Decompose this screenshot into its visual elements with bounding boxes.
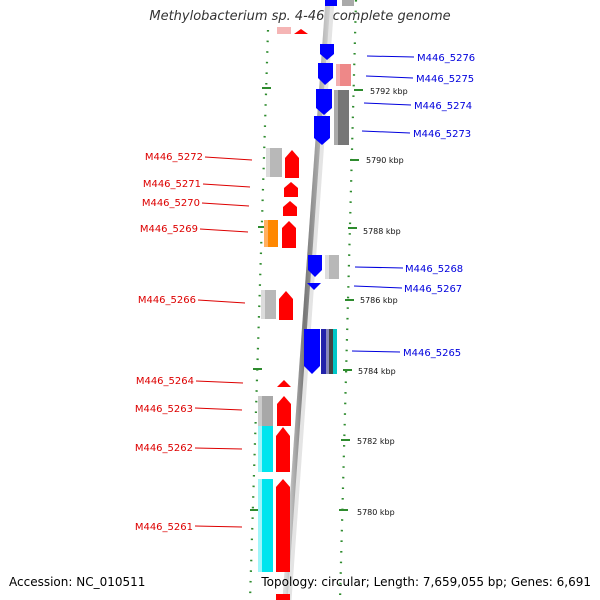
gene-arrow-m446-5267 <box>307 283 321 290</box>
gene-block <box>342 0 354 6</box>
leader-line <box>199 228 249 233</box>
leader-line <box>363 102 412 106</box>
gene-label: M446_5269 <box>140 224 198 235</box>
leader-line <box>195 380 244 384</box>
gene-labels-reverse: M446_5276 M446_5275 M446_5274 M446_5273 … <box>403 53 475 359</box>
gene-labels-forward: M446_5272 M446_5271 M446_5270 M446_5269 … <box>135 152 203 533</box>
gene-arrow-m446-5261 <box>276 479 290 572</box>
accession-text: Accession: NC_010511 <box>9 575 146 589</box>
gene-block-highlight <box>258 479 262 572</box>
gene-block <box>277 27 291 34</box>
gene-block <box>276 594 290 600</box>
gene-arrow-m446-5273 <box>314 116 330 145</box>
gene-block-highlight <box>334 90 338 145</box>
ruler-label: 5786 kbp <box>360 296 398 305</box>
ruler-labels: 5792 kbp 5790 kbp 5788 kbp 5786 kbp 5784… <box>357 87 408 517</box>
gene-label: M446_5270 <box>142 198 200 209</box>
gene-arrow-m446-5269 <box>282 221 296 248</box>
gene-block <box>333 329 337 374</box>
ruler-label: 5792 kbp <box>370 87 408 96</box>
gene-arrow-m446-5274 <box>316 89 332 115</box>
leader-line <box>194 525 243 528</box>
ruler-label: 5788 kbp <box>363 227 401 236</box>
gene-block <box>325 0 337 6</box>
gene-arrow-m446-5275 <box>318 63 333 85</box>
gene-block <box>329 329 333 374</box>
label-leader-lines <box>194 55 415 528</box>
gene-label: M446_5275 <box>416 74 474 85</box>
gene-label: M446_5267 <box>404 284 462 295</box>
gene-block <box>321 329 326 374</box>
gene-arrow-m446-5265 <box>304 329 320 374</box>
gene-block-highlight <box>266 148 270 177</box>
leader-line <box>361 130 411 134</box>
topology-text: Topology: circular; Length: 7,659,055 bp… <box>261 575 591 589</box>
leader-line <box>204 156 253 161</box>
leader-line <box>201 202 250 207</box>
gene-arrow-m446-5263 <box>277 396 291 426</box>
gene-label: M446_5266 <box>138 295 196 306</box>
gene-arrow-m446-5276 <box>320 44 334 60</box>
leader-line <box>202 183 251 188</box>
gene-arrow-m446-5266 <box>279 291 293 320</box>
ruler-ticks <box>250 87 363 511</box>
gene-block-highlight <box>336 64 340 86</box>
leader-line <box>354 266 404 269</box>
gene-block <box>326 329 329 374</box>
gene-block-highlight <box>325 255 329 279</box>
gene-label: M446_5273 <box>413 129 471 140</box>
leader-line <box>194 447 243 450</box>
gene-arrow-m446-5271 <box>284 182 298 197</box>
leader-line <box>197 299 246 304</box>
leader-line <box>351 350 401 353</box>
gene-arrow <box>294 29 308 34</box>
forward-strand-features <box>258 27 308 600</box>
ruler-label: 5782 kbp <box>357 437 395 446</box>
gene-label: M446_5262 <box>135 443 193 454</box>
ruler-label: 5784 kbp <box>358 367 396 376</box>
gene-label: M446_5264 <box>136 376 194 387</box>
leader-line <box>353 285 403 289</box>
map-title: Methylobacterium sp. 4-46, complete geno… <box>149 9 451 24</box>
leader-line <box>365 75 414 79</box>
gene-arrow-m446-5262 <box>276 427 290 472</box>
gene-label: M446_5263 <box>135 404 193 415</box>
leader-line <box>194 407 243 411</box>
gene-label: M446_5268 <box>405 264 463 275</box>
gene-label: M446_5272 <box>145 152 203 163</box>
gene-arrow-m446-5268 <box>308 255 322 277</box>
ruler-label: 5790 kbp <box>366 156 404 165</box>
gene-label: M446_5265 <box>403 348 461 359</box>
reverse-strand-features <box>304 0 354 374</box>
gene-label: M446_5274 <box>414 101 472 112</box>
gene-block-highlight <box>261 290 265 319</box>
gene-arrow-m446-5264 <box>277 380 291 387</box>
gene-arrow-m446-5272 <box>285 150 299 178</box>
gene-block-highlight <box>258 426 262 472</box>
gene-label: M446_5271 <box>143 179 201 190</box>
gene-label: M446_5276 <box>417 53 475 64</box>
gene-block-highlight <box>264 220 268 247</box>
gene-block-highlight <box>258 396 262 426</box>
leader-line <box>366 55 415 58</box>
gene-label: M446_5261 <box>135 522 193 533</box>
ruler-label: 5780 kbp <box>357 508 395 517</box>
gene-arrow-m446-5270 <box>283 201 297 216</box>
